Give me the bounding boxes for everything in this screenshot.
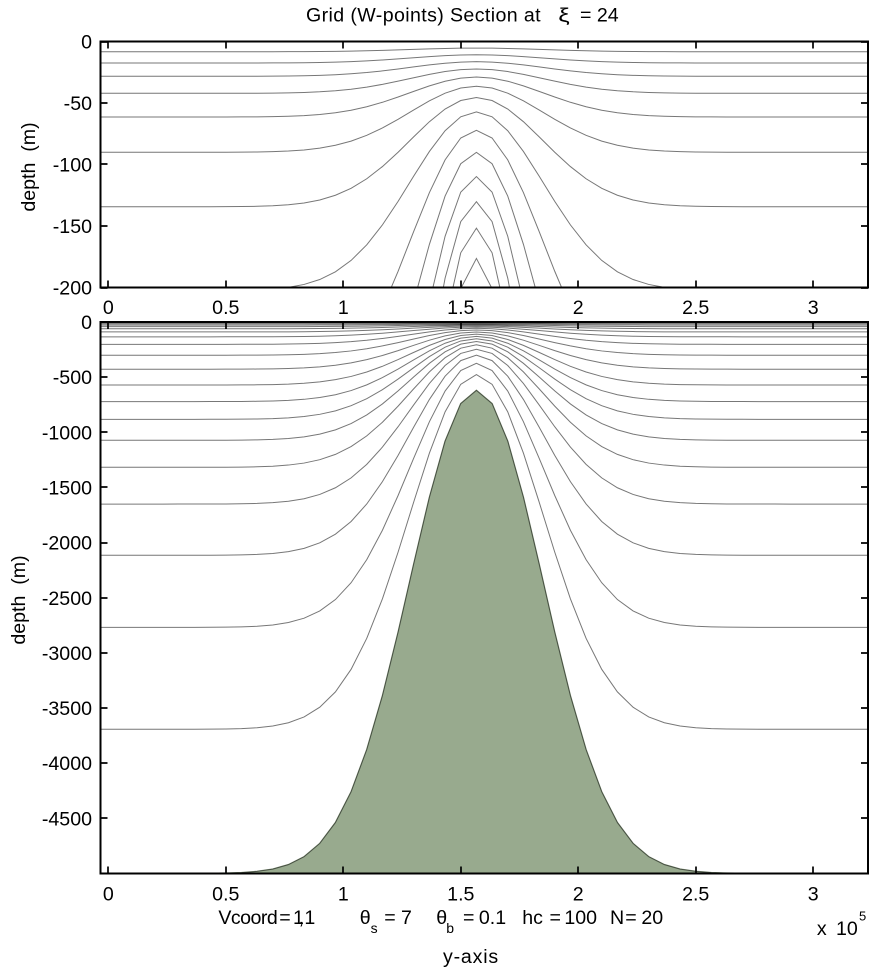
svg-text:2.5: 2.5 [682,297,709,319]
svg-text:2.5: 2.5 [682,883,709,905]
svg-text:20: 20 [641,907,663,929]
svg-text:y-axis: y-axis [443,946,499,968]
svg-text:0: 0 [103,297,114,319]
svg-text:=: = [279,907,290,929]
svg-text:=: = [625,907,636,929]
svg-text:-50: -50 [64,93,92,115]
svg-text:5: 5 [859,909,866,924]
svg-text:7: 7 [401,907,412,929]
svg-text:1.5: 1.5 [447,297,474,319]
svg-text:0: 0 [103,883,114,905]
svg-text:=: = [463,907,474,929]
svg-text:-150: -150 [53,216,92,238]
svg-text:θ: θ [360,907,371,929]
svg-text:-3500: -3500 [42,698,92,720]
svg-text:10: 10 [836,918,858,940]
svg-text:= 24: = 24 [580,5,619,27]
svg-text:x: x [817,918,827,940]
svg-text:1.5: 1.5 [447,883,474,905]
svg-text:θ: θ [436,907,447,929]
svg-text:1: 1 [338,297,349,319]
svg-text:depth (m): depth (m) [8,555,30,644]
svg-text:-100: -100 [53,155,92,177]
svg-text:N: N [610,907,624,929]
svg-text:0.5: 0.5 [212,297,239,319]
svg-text:1: 1 [293,907,304,929]
svg-text:-1500: -1500 [42,477,92,499]
svg-text:2: 2 [573,883,584,905]
svg-text:-4000: -4000 [42,753,92,775]
svg-text:Grid (W-points) Section at: Grid (W-points) Section at [306,5,541,27]
svg-text:ξ: ξ [558,3,569,25]
svg-text:0: 0 [81,312,92,334]
svg-text:0.5: 0.5 [212,883,239,905]
svg-text:1: 1 [304,907,315,929]
svg-text:-4500: -4500 [42,808,92,830]
svg-text:hc: hc [522,907,543,929]
svg-text:0.1: 0.1 [479,907,506,929]
svg-text:depth (m): depth (m) [18,122,40,211]
svg-text:2: 2 [573,297,584,319]
svg-text:3: 3 [808,883,819,905]
svg-text:3: 3 [808,297,819,319]
svg-text:-200: -200 [53,278,92,300]
svg-text:-500: -500 [53,367,92,389]
svg-text:=: = [384,907,395,929]
svg-text:-2500: -2500 [42,588,92,610]
svg-text:-1000: -1000 [42,422,92,444]
svg-text:1: 1 [338,883,349,905]
svg-text:0: 0 [81,32,92,54]
svg-text:b: b [446,920,454,936]
svg-text:,: , [299,907,304,929]
svg-text:Vcoord: Vcoord [218,907,277,929]
svg-text:=: = [550,907,561,929]
svg-text:-3000: -3000 [42,643,92,665]
svg-text:100: 100 [564,907,597,929]
svg-text:s: s [371,920,378,936]
svg-text:-2000: -2000 [42,533,92,555]
